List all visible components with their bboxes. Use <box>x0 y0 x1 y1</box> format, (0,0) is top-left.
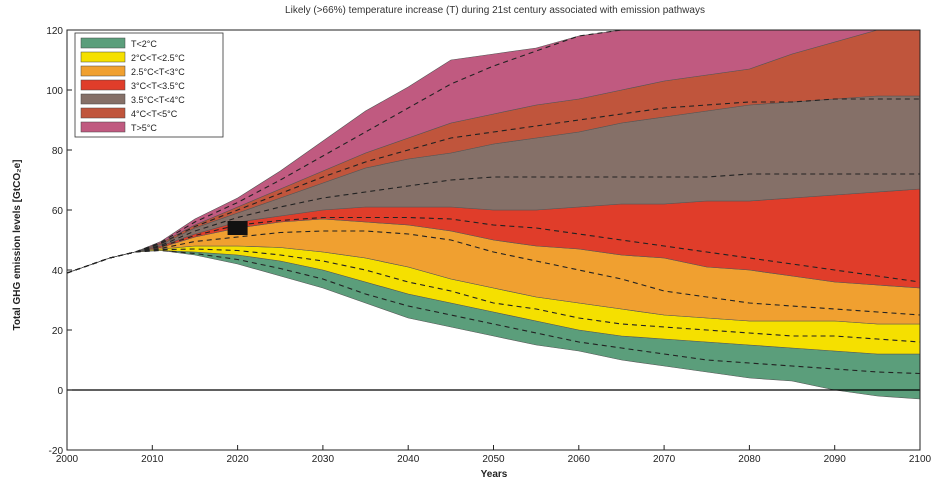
x-tick-label: 2070 <box>653 454 676 465</box>
median-line-3 <box>67 216 920 283</box>
legend: T<2°C 2°C<T<2.5°C 2.5°C<T<3°C 3°C<T<3.5°C 3.… <box>74 32 224 138</box>
plot-area <box>67 30 920 400</box>
x-tick-label: 2000 <box>56 454 79 465</box>
x-tick-label: 2040 <box>397 454 420 465</box>
band-6 <box>67 30 920 274</box>
median-line-4 <box>67 173 920 274</box>
median-line-1 <box>67 248 920 343</box>
y-tick-label: -20 <box>49 446 64 457</box>
y-tick-label: 80 <box>52 146 64 157</box>
legend-swatch <box>80 79 126 91</box>
legend-swatch <box>80 51 126 63</box>
legend-swatch <box>80 37 126 49</box>
legend-swatch <box>80 65 126 77</box>
x-axis-label: Years <box>481 469 508 480</box>
current-level-marker <box>227 221 248 235</box>
legend-swatch <box>80 93 126 105</box>
legend-label: 4°C<T<5°C <box>131 109 178 119</box>
y-tick-label: 60 <box>52 206 64 217</box>
legend-swatch <box>80 107 126 119</box>
y-axis-label: Total GHG emission levels [GtCO₂e] <box>12 160 23 331</box>
x-tick-label: 2010 <box>141 454 164 465</box>
x-tick-label: 2020 <box>226 454 249 465</box>
median-line-0 <box>67 249 920 375</box>
y-tick-label: 20 <box>52 326 64 337</box>
legend-label: 3.5°C<T<4°C <box>131 95 185 105</box>
legend-label: 2.5°C<T<3°C <box>131 67 185 77</box>
legend-label: 2°C<T<2.5°C <box>131 53 185 63</box>
legend-label: 3°C<T<3.5°C <box>131 81 185 91</box>
x-tick-label: 2100 <box>909 454 932 465</box>
median-line-5 <box>67 98 920 274</box>
legend-label: T>5°C <box>131 123 157 133</box>
legend-swatch <box>80 121 126 133</box>
x-tick-label: 2060 <box>568 454 591 465</box>
median-line-2 <box>67 230 920 316</box>
y-tick-label: 120 <box>46 26 63 37</box>
y-tick-label: 100 <box>46 86 63 97</box>
y-tick-label: 0 <box>57 386 63 397</box>
legend-label: T<2°C <box>131 39 157 49</box>
x-tick-label: 2090 <box>824 454 847 465</box>
x-tick-label: 2030 <box>312 454 335 465</box>
axes: 2000 2010 2020 2030 2040 2050 2060 2070 2080 2090… <box>46 26 931 465</box>
chart-title: Likely (>66%) temperature increase (T) d… <box>285 5 705 16</box>
x-tick-label: 2080 <box>738 454 761 465</box>
y-tick-label: 40 <box>52 266 64 277</box>
x-tick-label: 2050 <box>482 454 505 465</box>
